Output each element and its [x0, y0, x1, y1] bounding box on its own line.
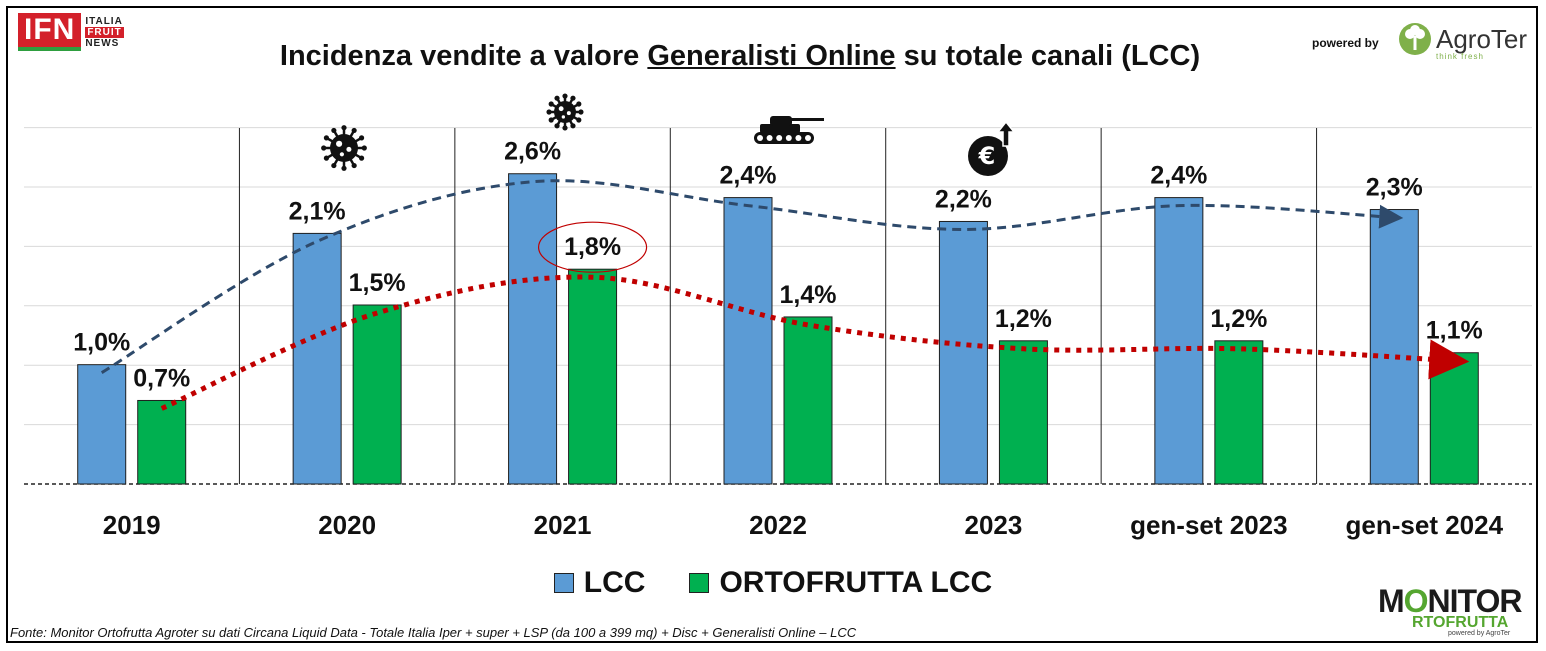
powered-by-label: powered by — [1312, 36, 1379, 50]
monitor-letters-rest: NITOR — [1427, 583, 1523, 619]
legend-swatch-lcc — [553, 573, 574, 593]
legend: LCC ORTOFRUTTA LCC — [0, 566, 1546, 600]
data-label-ortofrutta: 1,4% — [780, 281, 837, 309]
x-tick-label: 2021 — [534, 510, 592, 540]
monitor-powered: powered by AgroTer — [1448, 630, 1511, 637]
legend-label-lcc: LCC — [583, 566, 646, 599]
event-icons: € — [321, 93, 1016, 176]
highlight-ellipse — [537, 221, 648, 273]
monitor-ortofrutta-logo: MONITOR RTOFRUTTA powered by AgroTer — [1378, 583, 1538, 637]
ifn-wordmark: ITALIA FRUIT NEWS — [85, 15, 124, 49]
chart-title: Incidenza vendite a valore Generalisti O… — [0, 40, 1480, 73]
data-label-lcc: 1,0% — [73, 329, 130, 357]
monitor-word: MONITOR — [1378, 583, 1538, 619]
legend-item-ortofrutta: ORTOFRUTTA LCC — [689, 566, 992, 600]
x-tick-label: 2023 — [965, 510, 1023, 540]
gridlines — [24, 127, 1532, 485]
source-note: Fonte: Monitor Ortofrutta Agroter su dat… — [10, 625, 857, 640]
bar-lcc — [938, 220, 988, 485]
chart-frame — [6, 6, 1538, 643]
data-label-lcc: 2,4% — [720, 162, 777, 190]
virus-icon — [321, 125, 367, 171]
bars — [77, 173, 1479, 485]
x-tick-label: 2019 — [103, 510, 161, 540]
data-label-lcc: 2,3% — [1366, 174, 1423, 202]
bar-ortofrutta — [568, 268, 618, 485]
bar-ortofrutta — [1429, 352, 1479, 485]
data-labels: 1,0%0,7% 2,1% 1,5% 2,6% 1,8% 2,4% 1,4% 2,2% 1,2%… — [73, 138, 1483, 393]
bar-lcc — [508, 173, 558, 485]
bar-lcc — [1369, 209, 1419, 485]
title-part-2: su totale canali (LCC) — [895, 40, 1201, 72]
trend-line-lcc — [100, 179, 1404, 374]
svg-text:€: € — [978, 142, 996, 170]
bar-lcc — [1154, 197, 1204, 485]
monitor-letter-o: O — [1403, 583, 1429, 619]
virus-icon — [546, 93, 584, 131]
data-label-ortofrutta: 1,5% — [349, 269, 406, 297]
monitor-letter-m: M — [1378, 583, 1405, 619]
ifn-mark: IFN — [18, 13, 82, 51]
data-label-ortofrutta: 0,7% — [133, 364, 190, 392]
x-tick-label: 2022 — [749, 510, 807, 540]
ortofrutta-word: RTOFRUTTA — [1412, 614, 1509, 631]
bar-ortofrutta — [352, 304, 402, 485]
title-part-underlined: Generalisti Online — [647, 40, 896, 72]
x-tick-label: gen-set 2024 — [1346, 510, 1504, 540]
title-part-1: Incidenza vendite a valore — [279, 40, 648, 72]
ifn-logo: IFN ITALIA FRUIT NEWS — [18, 13, 124, 51]
bar-ortofrutta — [998, 340, 1048, 485]
tree-icon — [1399, 23, 1431, 55]
bar-ortofrutta — [783, 316, 833, 485]
agroter-name: AgroTer — [1436, 23, 1528, 54]
legend-swatch-ortofrutta — [689, 573, 710, 593]
bar-chart: 1,0%0,7% 2,1% 1,5% 2,6% 1,8% 2,4% 1,4% 2,2% 1,2%… — [24, 93, 1532, 540]
tank-icon — [754, 116, 824, 144]
bar-lcc — [77, 364, 127, 485]
data-label-lcc: 2,1% — [289, 197, 346, 225]
data-label-ortofrutta: 1,8% — [564, 233, 621, 261]
data-label-ortofrutta: 1,2% — [1210, 305, 1267, 333]
x-tick-label: 2020 — [318, 510, 376, 540]
bar-ortofrutta — [1214, 340, 1264, 485]
data-label-ortofrutta: 1,2% — [995, 305, 1052, 333]
euro-up-icon: € — [968, 120, 1016, 176]
legend-item-lcc: LCC — [553, 566, 646, 600]
x-tick-label: gen-set 2023 — [1130, 510, 1288, 540]
bar-ortofrutta — [137, 399, 187, 485]
trend-line-ortofrutta — [160, 274, 1470, 411]
trend-lines — [100, 179, 1470, 411]
x-tick-labels: 2019 2020 2021 2022 2023 gen-set 2023 gen-set … — [103, 510, 1504, 540]
bar-lcc — [723, 197, 773, 485]
ifn-line-1: ITALIA — [85, 15, 123, 27]
ifn-line-3: NEWS — [85, 37, 120, 49]
data-label-lcc: 2,6% — [504, 138, 561, 166]
agroter-logo: AgroTer think fresh — [1398, 22, 1528, 61]
agroter-tagline: think fresh — [1436, 52, 1484, 61]
data-label-lcc: 2,4% — [1150, 162, 1207, 190]
ifn-line-2: FRUIT — [85, 26, 124, 38]
data-label-lcc: 2,2% — [935, 185, 992, 213]
bar-lcc — [292, 232, 342, 485]
legend-label-ortofrutta: ORTOFRUTTA LCC — [719, 566, 993, 599]
data-label-ortofrutta: 1,1% — [1426, 317, 1483, 345]
